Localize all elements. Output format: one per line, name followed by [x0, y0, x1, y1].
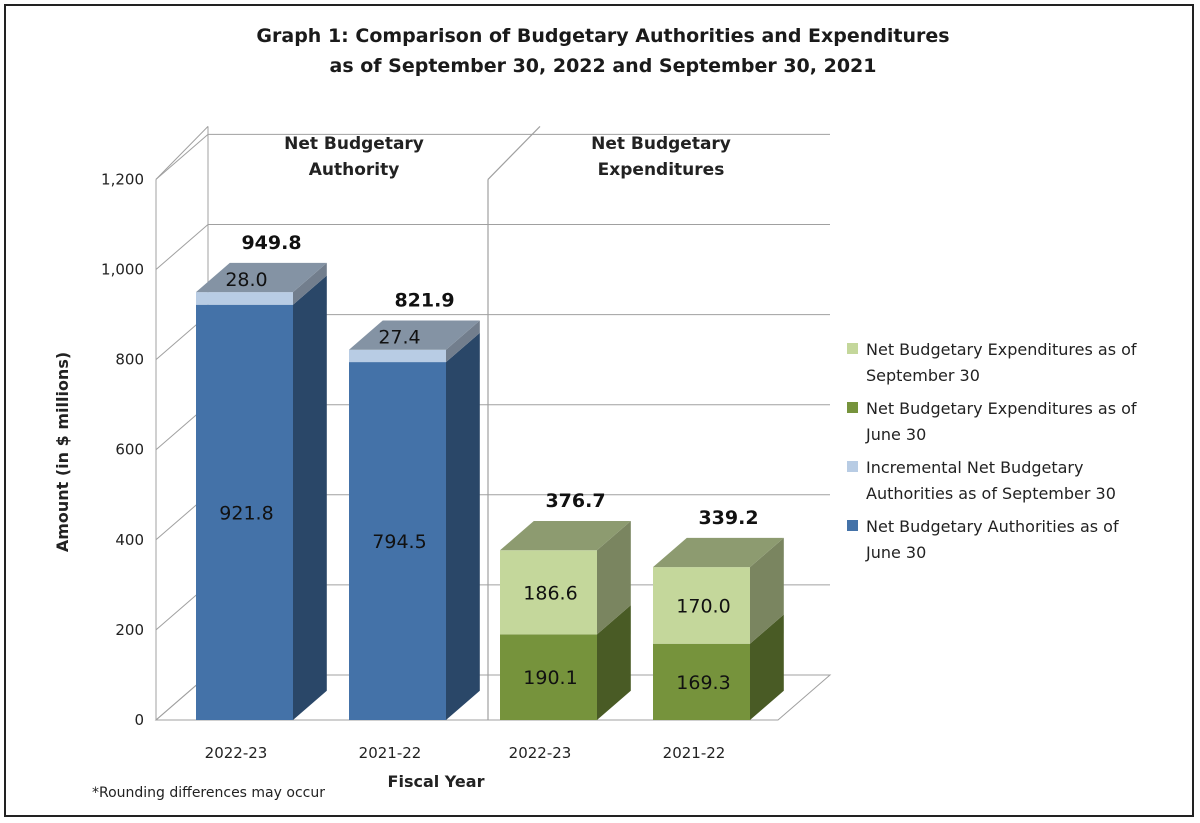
bar-segment-side [293, 275, 327, 720]
bar-segment-label: 28.0 [225, 269, 267, 291]
bar-total-label: 376.7 [545, 490, 605, 512]
legend-entry-text: Net Budgetary Expenditures as of [866, 399, 1137, 418]
bar-segment-label: 186.6 [523, 582, 577, 604]
left-wall-top-edge [155, 126, 209, 180]
bar-segment [500, 634, 597, 720]
y-tick-label: 1,200 [101, 170, 144, 188]
bar-segment [349, 362, 446, 720]
legend-swatch [847, 402, 858, 413]
bar-segment [500, 550, 597, 635]
legend-entry-text: Net Budgetary Expenditures as of [866, 340, 1137, 359]
panel-divider-top [487, 125, 541, 180]
bar-total-label: 821.9 [394, 289, 454, 311]
x-category-label: 2022-23 [205, 744, 268, 762]
bar-segment-side [446, 320, 480, 363]
legend-swatch [847, 343, 858, 354]
gridline-side [155, 134, 209, 180]
bar-segment [349, 349, 446, 363]
bar-segment-label: 170.0 [676, 595, 730, 617]
bar-segment-side [750, 537, 784, 644]
panel-label: Expenditures [598, 160, 725, 180]
bar-segment [653, 643, 750, 720]
x-axis-title: Fiscal Year [388, 772, 485, 791]
x-category-label: 2021-22 [663, 744, 726, 762]
chart-title-line: as of September 30, 2022 and September 3… [330, 55, 877, 77]
bar-total-label: 949.8 [241, 232, 301, 254]
bar-segment-label: 794.5 [372, 531, 426, 553]
bar-segment-side [597, 605, 631, 720]
x-category-label: 2021-22 [359, 744, 422, 762]
bar-segment-label: 190.1 [523, 667, 577, 689]
legend-entry-text: September 30 [866, 366, 980, 385]
rounding-note: *Rounding differences may occur [92, 785, 325, 801]
x-category-label: 2022-23 [509, 744, 572, 762]
y-axis-title: Amount (in $ millions) [53, 352, 72, 552]
y-tick-label: 600 [115, 441, 144, 459]
bar-total-label: 339.2 [698, 507, 758, 529]
bar-segment-label: 169.3 [676, 672, 730, 694]
panel-label: Net Budgetary [284, 134, 424, 154]
gridline-side [155, 224, 209, 270]
chart-frame: Graph 1: Comparison of Budgetary Authori… [4, 4, 1194, 817]
bar-segment-label: 27.4 [378, 327, 420, 349]
panel-label: Net Budgetary [591, 134, 731, 154]
bar-top-face [653, 537, 784, 568]
bar-segment-side [446, 332, 480, 720]
y-tick-label: 800 [115, 351, 144, 369]
legend-swatch [847, 461, 858, 472]
bar-top-face [196, 262, 327, 293]
y-tick-label: 0 [134, 711, 144, 729]
bar-segment [196, 292, 293, 305]
y-tick-label: 400 [115, 531, 144, 549]
bar-top-face [500, 521, 631, 551]
y-tick-label: 200 [115, 621, 144, 639]
bar-segment [653, 567, 750, 644]
legend-entry-text: Incremental Net Budgetary [866, 458, 1083, 477]
bar-top-face [349, 320, 480, 350]
bar-segment-side [597, 521, 631, 635]
bar-segment [196, 304, 293, 720]
panel-label: Authority [309, 160, 400, 180]
chart-svg: Graph 1: Comparison of Budgetary Authori… [53, 25, 1137, 801]
bar-segment-side [293, 262, 327, 305]
legend-entry-text: Net Budgetary Authorities as of [866, 517, 1119, 536]
y-tick-label: 1,000 [101, 261, 144, 279]
bar-segment-side [750, 614, 784, 720]
legend-entry-text: Authorities as of September 30 [866, 484, 1116, 503]
bar-segment-label: 921.8 [219, 502, 273, 524]
legend-entry-text: June 30 [865, 543, 926, 562]
legend-entry-text: June 30 [865, 425, 926, 444]
legend-swatch [847, 520, 858, 531]
chart-title-line: Graph 1: Comparison of Budgetary Authori… [256, 25, 949, 47]
